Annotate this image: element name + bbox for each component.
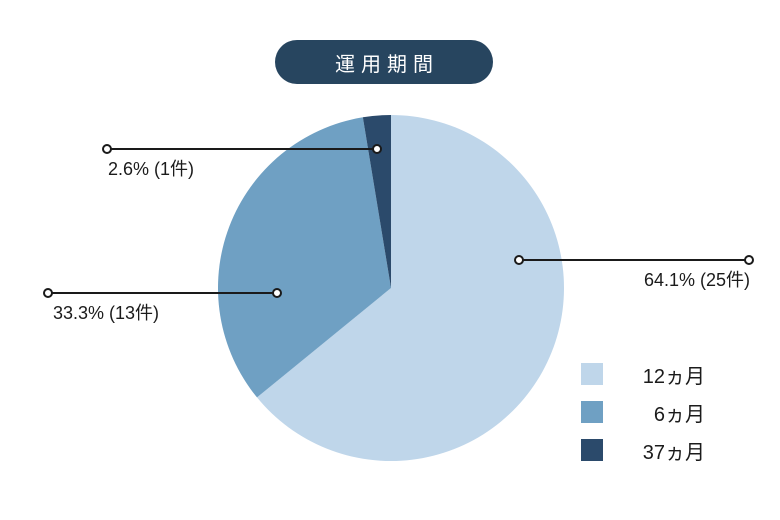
legend-label-12months: 12ヵ月 — [642, 365, 705, 388]
leader-dot — [272, 288, 282, 298]
callout-label-6months: 33.3% (13件) — [53, 303, 160, 323]
pie-slice-1 — [217, 117, 391, 398]
leader-line-37months — [102, 144, 382, 154]
pie-slice-0 — [257, 115, 565, 461]
callout-label-12months: 64.1% (25件) — [643, 270, 750, 290]
legend-item-37months: 37ヵ月 — [581, 439, 705, 464]
legend-swatch-6months — [581, 401, 603, 423]
leader-dot — [102, 144, 112, 154]
leader-dot — [43, 288, 53, 298]
legend-label-37months: 37ヵ月 — [642, 441, 705, 464]
legend-item-12months: 12ヵ月 — [581, 363, 705, 388]
legend: 12ヵ月 6ヵ月 37ヵ月 — [581, 363, 705, 477]
leader-line-6months — [43, 288, 282, 298]
leader-dot — [514, 255, 524, 265]
leader-dot — [372, 144, 382, 154]
callout-label-37months: 2.6% (1件) — [108, 159, 195, 179]
legend-item-6months: 6ヵ月 — [581, 401, 705, 426]
pie-slice-2 — [362, 115, 391, 288]
pie-chart — [217, 115, 565, 461]
chart-title: 運用期間 — [335, 53, 439, 76]
legend-label-6months: 6ヵ月 — [653, 403, 705, 426]
leader-line-12months — [514, 255, 754, 265]
chart-title-badge: 運用期間 — [275, 40, 493, 84]
leader-dot — [744, 255, 754, 265]
legend-swatch-12months — [581, 363, 603, 385]
legend-swatch-37months — [581, 439, 603, 461]
